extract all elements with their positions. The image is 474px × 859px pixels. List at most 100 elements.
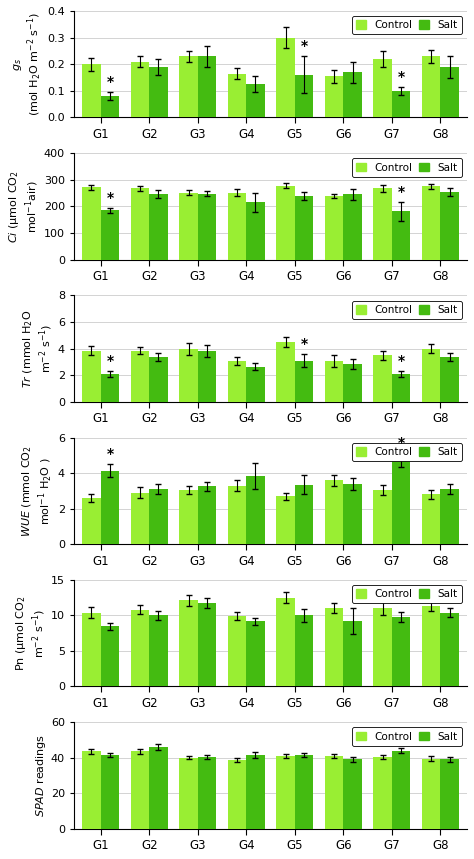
- Y-axis label: $g$$_s$
(mol H$_2$O m$^{-2}$ s$^{-1}$): $g$$_s$ (mol H$_2$O m$^{-2}$ s$^{-1}$): [12, 12, 45, 116]
- Bar: [343, 72, 362, 118]
- Bar: [246, 367, 264, 402]
- Bar: [131, 188, 149, 259]
- Bar: [228, 361, 246, 402]
- Bar: [440, 356, 459, 402]
- Bar: [228, 192, 246, 259]
- Bar: [295, 615, 313, 686]
- Bar: [100, 755, 119, 829]
- Bar: [198, 486, 216, 544]
- Bar: [276, 598, 295, 686]
- Legend: Control, Salt: Control, Salt: [352, 16, 462, 34]
- Bar: [149, 356, 168, 402]
- Bar: [343, 621, 362, 686]
- Bar: [276, 342, 295, 402]
- Bar: [422, 606, 440, 686]
- Bar: [440, 192, 459, 259]
- Bar: [179, 349, 198, 402]
- Bar: [343, 364, 362, 402]
- Bar: [82, 350, 100, 402]
- Bar: [246, 203, 264, 259]
- Bar: [179, 490, 198, 544]
- Bar: [440, 67, 459, 118]
- Bar: [325, 76, 343, 118]
- Bar: [149, 67, 168, 118]
- Bar: [392, 91, 410, 118]
- Bar: [392, 751, 410, 829]
- Bar: [440, 612, 459, 686]
- Bar: [325, 480, 343, 544]
- Bar: [149, 615, 168, 686]
- Bar: [198, 603, 216, 686]
- Text: *: *: [106, 447, 113, 461]
- Bar: [440, 489, 459, 544]
- Bar: [392, 460, 410, 544]
- Bar: [246, 476, 264, 544]
- Bar: [295, 361, 313, 402]
- Bar: [149, 194, 168, 259]
- Bar: [198, 56, 216, 118]
- Bar: [228, 485, 246, 544]
- Legend: Control, Salt: Control, Salt: [352, 443, 462, 461]
- Y-axis label: $Ci$ (μmol CO$_2$
mol$^{-1}$air): $Ci$ (μmol CO$_2$ mol$^{-1}$air): [7, 170, 41, 243]
- Bar: [131, 62, 149, 118]
- Bar: [295, 197, 313, 259]
- Text: *: *: [301, 39, 308, 53]
- Y-axis label: $SPAD$ readings: $SPAD$ readings: [34, 734, 48, 817]
- Bar: [179, 600, 198, 686]
- Bar: [131, 610, 149, 686]
- Y-axis label: $Tr$ (mmol H$_2$O
m$^{-2}$ s$^{-1}$): $Tr$ (mmol H$_2$O m$^{-2}$ s$^{-1}$): [21, 309, 55, 387]
- Text: *: *: [398, 731, 405, 745]
- Bar: [276, 497, 295, 544]
- Bar: [179, 192, 198, 259]
- Legend: Control, Salt: Control, Salt: [352, 728, 462, 746]
- Bar: [422, 495, 440, 544]
- Bar: [422, 186, 440, 259]
- Bar: [198, 193, 216, 259]
- Bar: [374, 188, 392, 259]
- Y-axis label: Pn (μmol CO$_2$
m$^{-2}$ s$^{-1}$): Pn (μmol CO$_2$ m$^{-2}$ s$^{-1}$): [14, 595, 48, 671]
- Bar: [374, 608, 392, 686]
- Bar: [131, 350, 149, 402]
- Bar: [295, 484, 313, 544]
- Bar: [131, 752, 149, 829]
- Bar: [228, 616, 246, 686]
- Text: *: *: [398, 354, 405, 369]
- Bar: [325, 197, 343, 259]
- Bar: [246, 621, 264, 686]
- Bar: [246, 755, 264, 829]
- Bar: [149, 747, 168, 829]
- Bar: [392, 374, 410, 402]
- Text: *: *: [106, 75, 113, 89]
- Bar: [343, 194, 362, 259]
- Bar: [440, 759, 459, 829]
- Bar: [295, 755, 313, 829]
- Bar: [100, 626, 119, 686]
- Bar: [276, 756, 295, 829]
- Bar: [82, 752, 100, 829]
- Bar: [325, 756, 343, 829]
- Bar: [374, 490, 392, 544]
- Bar: [100, 471, 119, 544]
- Bar: [374, 59, 392, 118]
- Bar: [343, 484, 362, 544]
- Bar: [82, 612, 100, 686]
- Bar: [82, 498, 100, 544]
- Bar: [374, 356, 392, 402]
- Bar: [246, 84, 264, 118]
- Bar: [149, 489, 168, 544]
- Bar: [392, 617, 410, 686]
- Bar: [82, 64, 100, 118]
- Bar: [228, 760, 246, 829]
- Bar: [198, 757, 216, 829]
- Text: *: *: [301, 337, 308, 350]
- Text: *: *: [398, 185, 405, 198]
- Bar: [198, 350, 216, 402]
- Text: *: *: [106, 354, 113, 369]
- Legend: Control, Salt: Control, Salt: [352, 585, 462, 604]
- Bar: [100, 374, 119, 402]
- Bar: [100, 96, 119, 118]
- Bar: [228, 74, 246, 118]
- Bar: [374, 757, 392, 829]
- Bar: [325, 361, 343, 402]
- Text: *: *: [398, 436, 405, 449]
